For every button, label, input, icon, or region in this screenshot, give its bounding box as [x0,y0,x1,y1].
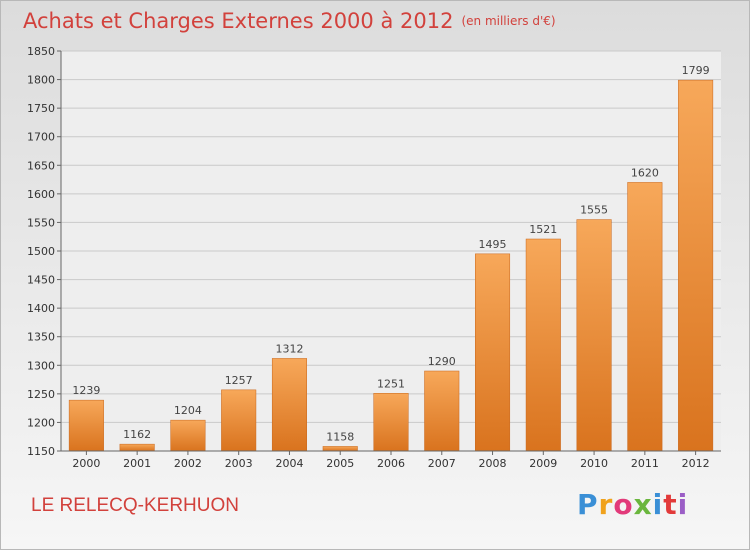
bar-2007 [424,370,460,452]
bar-2000 [68,399,104,452]
bar-value-label: 1521 [529,223,557,236]
x-tick-label: 2000 [72,457,100,470]
y-tick-label: 1550 [27,216,55,229]
bar-chart: 1150 1200 1250 1300 1350 1400 1450 1500 1550 1600… [27,45,721,470]
x-tick-label: 2004 [275,457,303,470]
bar-value-label: 1312 [275,342,303,355]
bar-2003 [221,389,257,452]
bar-value-label: 1162 [123,428,151,441]
y-tick-label: 1300 [27,359,55,372]
logo-letter: P [577,488,599,521]
bar-value-label: 1290 [428,355,456,368]
y-tick-label: 1800 [27,74,55,87]
proxiti-logo: Proxiti [577,488,688,521]
x-tick-label: 2007 [428,457,456,470]
y-axis: 1150 1200 1250 1300 1350 1400 1450 1500 1550 1600… [27,45,62,458]
bar-2006 [373,393,409,452]
x-tick-label: 2008 [479,457,507,470]
y-tick-label: 1250 [27,388,55,401]
logo-letter: o [613,488,634,521]
y-tick-label: 1350 [27,331,55,344]
y-tick-label: 1600 [27,188,55,201]
y-tick-label: 1700 [27,131,55,144]
commune-name: LE RELECQ-KERHUON [31,495,239,516]
bar-2011 [627,182,663,452]
bar-value-label: 1799 [682,64,710,77]
bar-value-label: 1620 [631,166,659,179]
bar-value-label: 1257 [225,374,253,387]
chart-title-text: Achats et Charges Externes 2000 à 2012 [23,9,454,33]
logo-letter: r [598,488,614,521]
bar-value-label: 1555 [580,204,608,217]
bar-2001 [119,443,155,452]
x-tick-label: 2009 [529,457,557,470]
x-tick-label: 2006 [377,457,405,470]
x-tick-label: 2012 [682,457,710,470]
bar-value-label: 1495 [479,238,507,251]
x-tick-label: 2010 [580,457,608,470]
gridlines [61,50,721,452]
y-tick-label: 1150 [27,445,55,458]
logo-letter: t [663,488,678,521]
bar-value-label: 1158 [326,430,354,443]
bars: 1239 1162 1204 1257 1312 1158 1251 1290 1495 1521… [68,64,714,452]
bar-2008 [475,253,511,452]
y-tick-label: 1400 [27,302,55,315]
bar-value-label: 1251 [377,377,405,390]
logo-letter: i [677,488,689,521]
y-tick-label: 1750 [27,102,55,115]
bar-value-label: 1239 [72,384,100,397]
bar-2010 [576,219,612,452]
y-tick-label: 1200 [27,416,55,429]
bar-2009 [525,238,561,452]
logo-letter: x [633,488,653,521]
x-axis: 2000 2001 2002 2003 2004 2005 2006 2007 2008 2009… [61,450,721,470]
y-tick-label: 1450 [27,274,55,287]
y-tick-label: 1850 [27,45,55,58]
x-tick-label: 2002 [174,457,202,470]
bar-2005 [322,446,358,452]
x-tick-label: 2001 [123,457,151,470]
logo-letter: i [652,488,664,521]
bar-2002 [170,419,206,452]
x-tick-label: 2005 [326,457,354,470]
y-tick-label: 1650 [27,159,55,172]
chart-title: Achats et Charges Externes 2000 à 2012 (e… [23,9,556,33]
bar-2004 [271,358,307,452]
x-tick-label: 2003 [225,457,253,470]
bar-2012 [678,79,714,452]
unit-note: (en milliers d'€) [461,14,556,28]
bar-value-label: 1204 [174,404,202,417]
y-tick-label: 1500 [27,245,55,258]
x-tick-label: 2011 [631,457,659,470]
